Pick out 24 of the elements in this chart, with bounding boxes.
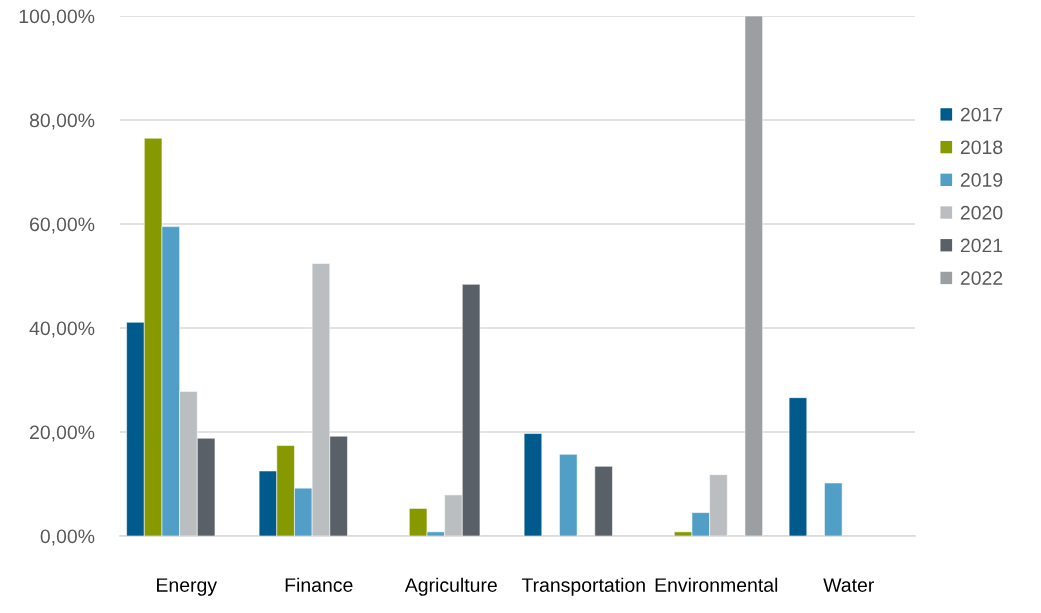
x-tick-label: Environmental [655,577,778,592]
bar [523,433,543,536]
x-tick-label: Water [823,578,874,592]
legend-label: 2020 [960,205,1003,220]
y-tick-label: 40,00% [29,321,95,338]
y-tick-label: 20,00% [30,425,95,442]
bar [744,16,763,536]
y-tick-label: 60,00% [30,217,95,234]
x-tick-label: Finance [285,577,353,592]
legend-label: 2021 [960,238,1003,253]
x-tick-label: Transportation [521,577,645,596]
y-tick-label: 100,00% [19,9,95,26]
bar [594,466,613,536]
legend-label: 2019 [960,173,1003,187]
x-tick-label: Agriculture [404,577,497,596]
x-tick-label: Energy [157,578,218,596]
legend-label: 2022 [960,271,1003,285]
bar [788,397,808,536]
bar [824,482,843,536]
y-tick-label: 0,00% [40,529,95,546]
bar [559,454,578,536]
legend-label: 2018 [960,140,1003,155]
legend-label: 2017 [960,107,1003,122]
y-tick-label: 80,00% [29,113,95,130]
